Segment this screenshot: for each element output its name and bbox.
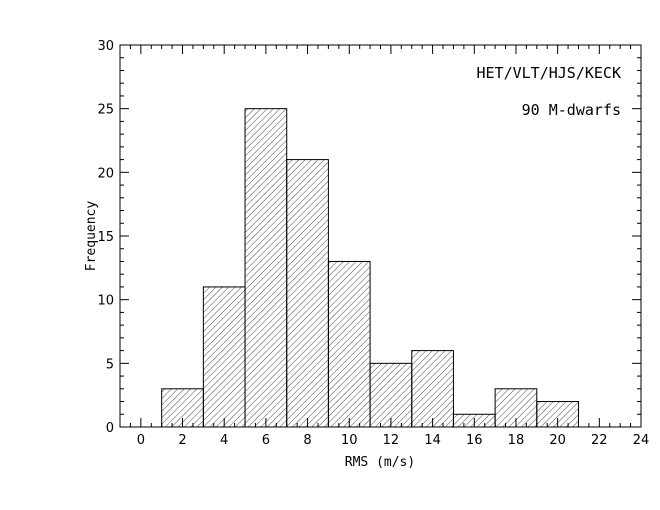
y-axis-label: Frequency: [84, 201, 99, 272]
histogram-bar: [244, 108, 288, 428]
x-tick-label: 2: [178, 433, 186, 448]
y-tick-label: 0: [106, 421, 114, 436]
x-tick-label: 14: [424, 433, 441, 448]
x-tick-label: 4: [220, 433, 228, 448]
y-tick-labels: 0 5 10 15 20 25 30: [97, 39, 114, 436]
tick-marks: [119, 44, 642, 428]
y-tick-label: 10: [97, 294, 114, 309]
y-tick-label: 30: [97, 39, 114, 54]
histogram-bar: [327, 260, 371, 428]
x-tick-label: 18: [508, 433, 525, 448]
y-tick-label: 15: [97, 230, 114, 245]
x-tick-label: 8: [303, 433, 311, 448]
x-tick-label: 10: [341, 433, 358, 448]
x-tick-label: 0: [137, 433, 145, 448]
bars-group: [161, 108, 579, 428]
x-tick-label: 16: [466, 433, 483, 448]
histogram-bar: [202, 286, 246, 428]
y-tick-label: 5: [106, 357, 114, 372]
histogram-bar: [286, 159, 329, 428]
annotation-instruments: HET/VLT/HJS/KECK: [477, 64, 622, 82]
annotation-sample: 90 M-dwarfs: [522, 101, 621, 119]
x-tick-labels: 0 2 4 6 8 10 12 14 16 18 20 22 24: [137, 433, 650, 448]
x-tick-label: 22: [591, 433, 608, 448]
x-tick-label: 24: [633, 433, 650, 448]
y-tick-label: 25: [97, 103, 114, 118]
x-tick-label: 6: [262, 433, 270, 448]
x-axis-label: RMS (m/s): [345, 455, 415, 470]
histogram-bar: [369, 362, 413, 428]
histogram-bar: [411, 350, 454, 428]
y-tick-label: 20: [97, 166, 114, 181]
x-tick-label: 20: [549, 433, 566, 448]
x-tick-label: 12: [383, 433, 400, 448]
